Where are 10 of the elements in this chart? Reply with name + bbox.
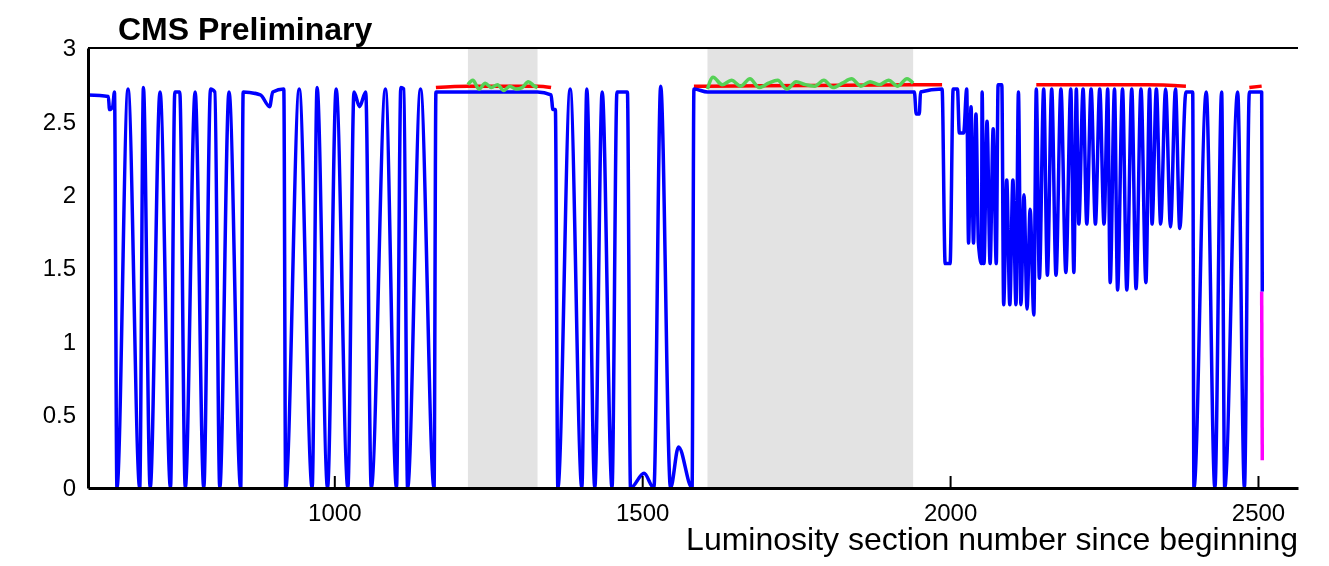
y-tick-label: 1.5 (42, 254, 76, 282)
y-tick-label: 3 (62, 34, 76, 62)
y-tick-label: 2.5 (42, 107, 76, 135)
chart-title: CMS Preliminary (118, 11, 373, 47)
y-tick-label: 0.5 (42, 400, 76, 428)
y-tick-label: 0 (62, 474, 76, 502)
x-tick-label: 1500 (616, 499, 670, 527)
y-tick-label: 1 (62, 327, 76, 355)
y-tick-label: 2 (62, 180, 76, 208)
x-tick-label: 1000 (308, 499, 362, 527)
